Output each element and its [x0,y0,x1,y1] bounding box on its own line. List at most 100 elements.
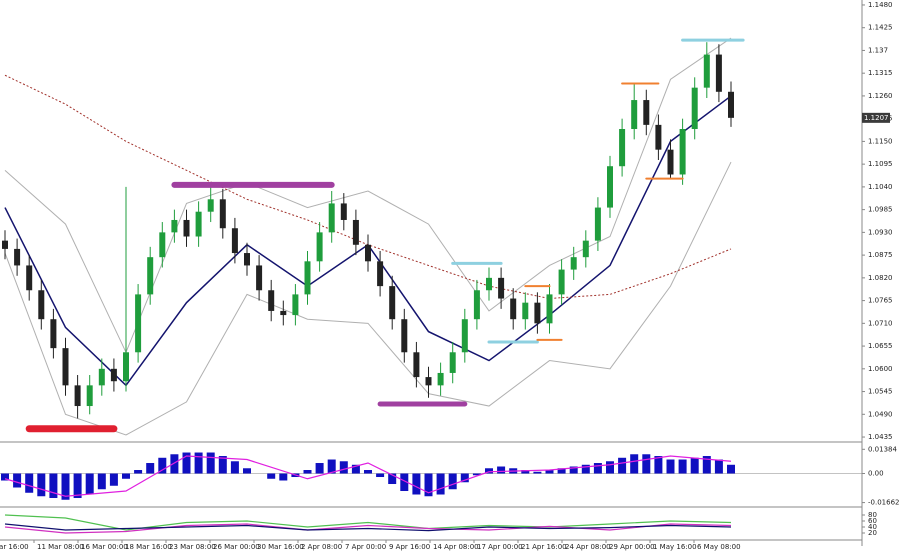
macd-bar [581,464,590,474]
macd-bar [606,461,614,474]
macd-bar [218,456,227,474]
x-tick-label: 18 Mar 16:00 [125,543,172,551]
candle-body [401,319,408,353]
macd-bar [557,468,566,474]
macd-bar [630,454,639,474]
x-tick-label: 6 May 08:00 [697,543,741,551]
y-tick-label: 1.1095 [868,160,893,168]
macd-bar [170,454,179,474]
macd-bar [569,466,578,474]
macd-bar [327,459,336,474]
macd-bar [61,473,70,500]
macd-bar [230,461,239,474]
macd-bar [460,473,469,483]
candle-body [292,294,299,316]
candle-body [473,290,480,320]
y-tick-label: 1.0820 [868,274,893,282]
candle-body [425,377,432,386]
y-tick-label: 1.137 [868,46,888,54]
x-tick-label: Mar 16:00 [0,543,29,551]
candle-body [728,91,734,118]
x-tick-label: 26 Mar 00:00 [213,543,260,551]
candle-body [619,129,626,167]
macd-bar [73,473,82,499]
candle-body [449,352,456,373]
macd-bar [158,457,167,474]
x-tick-label: 24 Apr 08:00 [565,543,611,551]
current-price-box [862,112,890,123]
candle-body [50,319,57,349]
candle-body [691,87,698,130]
macd-bar [678,459,687,474]
macd-bar [37,473,46,497]
candle-body [655,124,662,150]
candle-body [316,232,323,262]
macd-bar [194,452,203,474]
macd-bar [702,456,711,474]
candle-body [570,257,577,270]
oscillator-line [4,514,732,531]
candle-body [667,149,674,175]
y-tick-label: 1.1150 [868,137,893,145]
x-tick-label: 30 Mar 16:00 [257,543,304,551]
y-tick-label: 1.1040 [868,183,893,191]
candle-body [74,385,81,407]
x-tick-label: 2 Apr 08:00 [301,543,342,551]
macd-bar [521,470,530,474]
x-tick-label: 9 Apr 16:00 [389,543,430,551]
y-tick-label: 1.1480 [868,1,893,9]
candle-body [207,199,214,212]
macd-bar [206,452,215,474]
candle-body [582,240,589,258]
candle-body [256,265,263,291]
macd-bar [182,452,191,474]
y-tick-label: 1.0765 [868,297,893,305]
candle-body [631,100,638,130]
candle-body [14,248,21,266]
candle-body [413,352,420,378]
candle-body [558,269,565,295]
y-tick-label: 1.0875 [868,251,893,259]
oscillator-line [4,523,732,532]
y-tick-label: 1.0930 [868,228,893,236]
macd-bar [134,470,143,474]
macd-bar [666,459,675,474]
candle-body [546,294,553,324]
macd-bar [618,457,627,474]
candle-body [522,302,529,320]
candle-body [534,302,541,324]
x-tick-label: 23 Mar 08:00 [169,543,216,551]
macd-bar [85,473,94,495]
macd-bar [303,470,312,474]
y-tick-label: 1.0655 [868,342,893,350]
y-tick-label: 1.1260 [868,92,893,100]
candle-body [304,261,311,295]
macd-bar [146,463,155,474]
macd-bar [497,466,506,474]
signal-line [4,455,732,497]
candle-body [715,54,722,92]
macd-bar [448,473,457,490]
y-tick-label: 0.00 [868,470,884,478]
candle-body [244,253,250,266]
macd-bar [424,473,433,497]
y-tick-label: 60 [868,517,877,525]
candle-body [498,277,505,299]
macd-bar [109,473,118,486]
macd-bar [714,459,723,474]
macd-bar [727,464,735,474]
candle-body [328,203,335,233]
candle-body [607,166,613,208]
y-tick-label: 1.0985 [868,206,893,214]
candle-body [703,54,710,88]
x-tick-label: 11 Mar 08:00 [37,543,84,551]
y-tick-label: 1.0435 [868,433,893,441]
candle-body [183,219,190,237]
candle-body [98,368,105,386]
candle-body [679,129,686,175]
candle-body [231,228,238,254]
indicator-line [4,161,732,436]
y-tick-label: 20 [868,529,877,537]
candle-body [110,368,117,382]
